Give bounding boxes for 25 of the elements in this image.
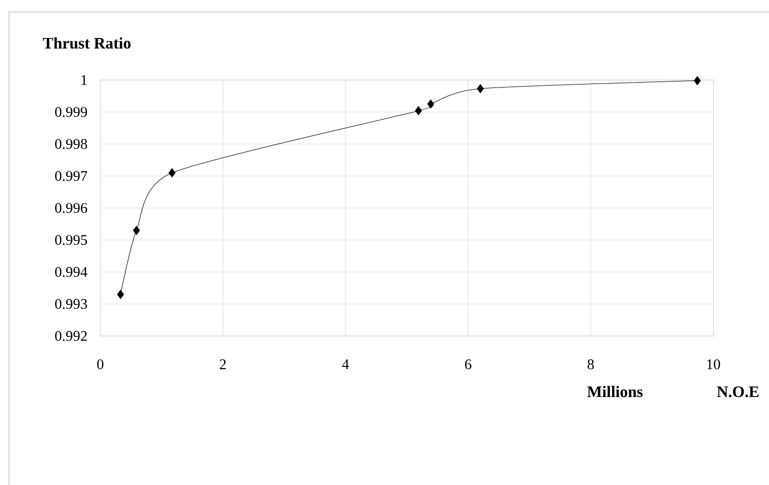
y-tick-label: 0.992: [55, 331, 87, 341]
point: [427, 99, 434, 109]
y-tick-label: 0.995: [55, 235, 88, 245]
x-tick-label: 4: [342, 359, 349, 370]
x-tick-label: 0: [97, 359, 104, 370]
x-tick-label: 2: [220, 359, 226, 370]
y-tick-label: 0.996: [55, 203, 88, 213]
y-tick-label: 0.997: [55, 171, 88, 181]
point: [694, 76, 701, 86]
x-axis-title: N.O.E: [716, 386, 759, 398]
point: [168, 168, 176, 178]
x-tick-label: 6: [465, 359, 472, 370]
y-tick-label: 0.999: [55, 107, 87, 117]
text: Millions: [587, 386, 643, 398]
y-tick-label: 0.998: [55, 139, 88, 149]
y-tick-label: 0.994: [55, 267, 88, 277]
y-tick-label: 1: [82, 75, 87, 85]
y-tick-label: 0.993: [55, 299, 88, 309]
point: [414, 106, 422, 116]
point: [133, 226, 140, 235]
point: [476, 84, 484, 94]
point: [117, 290, 124, 299]
x-tick-label: 8: [588, 359, 594, 370]
y-axis-title: Thrust Ratio: [42, 37, 131, 49]
x-tick-label: 10: [707, 359, 720, 370]
